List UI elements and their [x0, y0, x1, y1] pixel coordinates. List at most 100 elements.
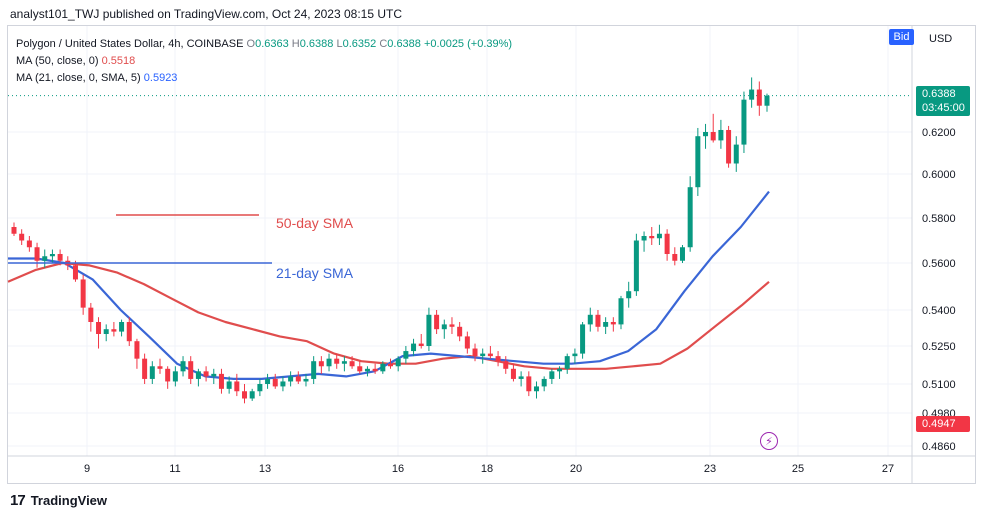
candle-body	[341, 361, 347, 364]
candle-body	[449, 324, 455, 327]
candle	[42, 249, 48, 268]
candle-body	[288, 376, 294, 382]
candle	[480, 348, 486, 364]
candle-body	[272, 378, 278, 387]
candle	[388, 358, 393, 369]
candle	[687, 176, 693, 252]
ma21-value: 0.5923	[143, 72, 178, 84]
candle	[587, 307, 593, 332]
candle-body	[549, 371, 555, 379]
candle-body	[687, 187, 693, 248]
ma21-annotation-label: 21-day SMA	[276, 265, 354, 281]
candle	[533, 381, 539, 399]
candle-body	[580, 324, 586, 354]
y-tick-label: 0.5100	[922, 379, 956, 391]
candle-body	[49, 254, 55, 257]
candle-body	[142, 358, 148, 379]
candle	[764, 93, 770, 112]
candle-body	[618, 298, 624, 325]
candle-body	[572, 353, 578, 357]
lightning-icon[interactable]: ⚡	[760, 432, 778, 450]
ma50-annotation-label: 50-day SMA	[276, 215, 354, 231]
candle	[510, 363, 516, 382]
currency-selector[interactable]: USD	[929, 33, 953, 45]
candle	[134, 338, 140, 369]
low-label: L	[336, 38, 343, 50]
x-tick-label: 16	[392, 463, 404, 475]
candle	[549, 368, 555, 384]
bar-countdown: 03:45:00	[922, 102, 965, 114]
chart-frame	[7, 25, 976, 484]
tradingview-brand[interactable]: 17 TradingView	[10, 492, 107, 509]
candle	[503, 356, 509, 374]
candle	[226, 376, 232, 394]
low-price-tag: 0.4947	[916, 416, 970, 432]
candle-body	[242, 391, 248, 399]
candle	[249, 388, 255, 401]
candle-body	[188, 361, 194, 379]
candle	[472, 343, 478, 362]
candle	[96, 317, 102, 349]
ma50-value: 0.5518	[101, 55, 136, 67]
candle-body	[111, 329, 117, 332]
y-tick-label: 0.5400	[922, 305, 956, 317]
candle-body	[26, 240, 32, 248]
candle	[449, 317, 455, 334]
candle-body	[434, 314, 440, 330]
candle-body	[672, 254, 678, 261]
candle	[172, 366, 178, 387]
candle	[49, 249, 55, 263]
candle	[211, 368, 217, 384]
candle	[518, 371, 524, 387]
candle-body	[464, 336, 470, 349]
candle-body	[487, 353, 493, 357]
candle-body	[718, 129, 724, 141]
candle-body	[603, 322, 609, 327]
candle-body	[749, 89, 755, 100]
candle-body	[295, 376, 301, 382]
candle-body	[695, 136, 701, 188]
candle-body	[457, 326, 463, 337]
candle	[656, 224, 662, 245]
candle	[380, 361, 386, 374]
candle-body	[165, 368, 171, 382]
candle-body	[495, 356, 501, 362]
y-tick-label: 0.6200	[922, 127, 956, 139]
ma50-legend[interactable]: MA (50, close, 0) 0.5518	[16, 53, 512, 70]
candle	[464, 331, 470, 354]
candle-body	[318, 361, 324, 367]
ma50-series-line	[7, 261, 770, 370]
candle	[34, 242, 40, 268]
candle	[664, 229, 670, 261]
candle-body	[195, 371, 201, 379]
candle-body	[564, 356, 570, 369]
axes: 0.6200 0.6000 0.5800 0.5600 0.5400 0.5250 0.51…	[8, 26, 976, 484]
candle	[557, 366, 563, 379]
candle-body	[726, 129, 732, 164]
candle	[703, 123, 709, 149]
candle-body	[679, 247, 685, 261]
candle-body	[57, 254, 63, 261]
grid	[8, 26, 912, 456]
candle	[188, 356, 194, 384]
candle-body	[42, 256, 48, 261]
candles	[11, 77, 770, 404]
candle-body	[518, 376, 524, 379]
x-tick-label: 9	[84, 463, 90, 475]
published-line: analyst101_TWJ published on TradingView.…	[10, 7, 402, 21]
symbol-title: Polygon / United States Dollar, 4h, COIN…	[16, 38, 244, 50]
bid-button[interactable]: Bid	[889, 29, 914, 45]
candle	[334, 353, 340, 369]
candle	[103, 324, 109, 342]
candle-body	[311, 361, 317, 379]
candle	[341, 356, 347, 372]
ma21-legend[interactable]: MA (21, close, 0, SMA, 5) 0.5923	[16, 70, 512, 87]
candle	[580, 322, 586, 359]
candle-body	[364, 368, 370, 372]
legend: Polygon / United States Dollar, 4h, COIN…	[16, 36, 512, 87]
candle	[142, 353, 148, 384]
candle-body	[626, 291, 632, 299]
candle-body	[234, 381, 240, 392]
candle	[303, 373, 309, 387]
